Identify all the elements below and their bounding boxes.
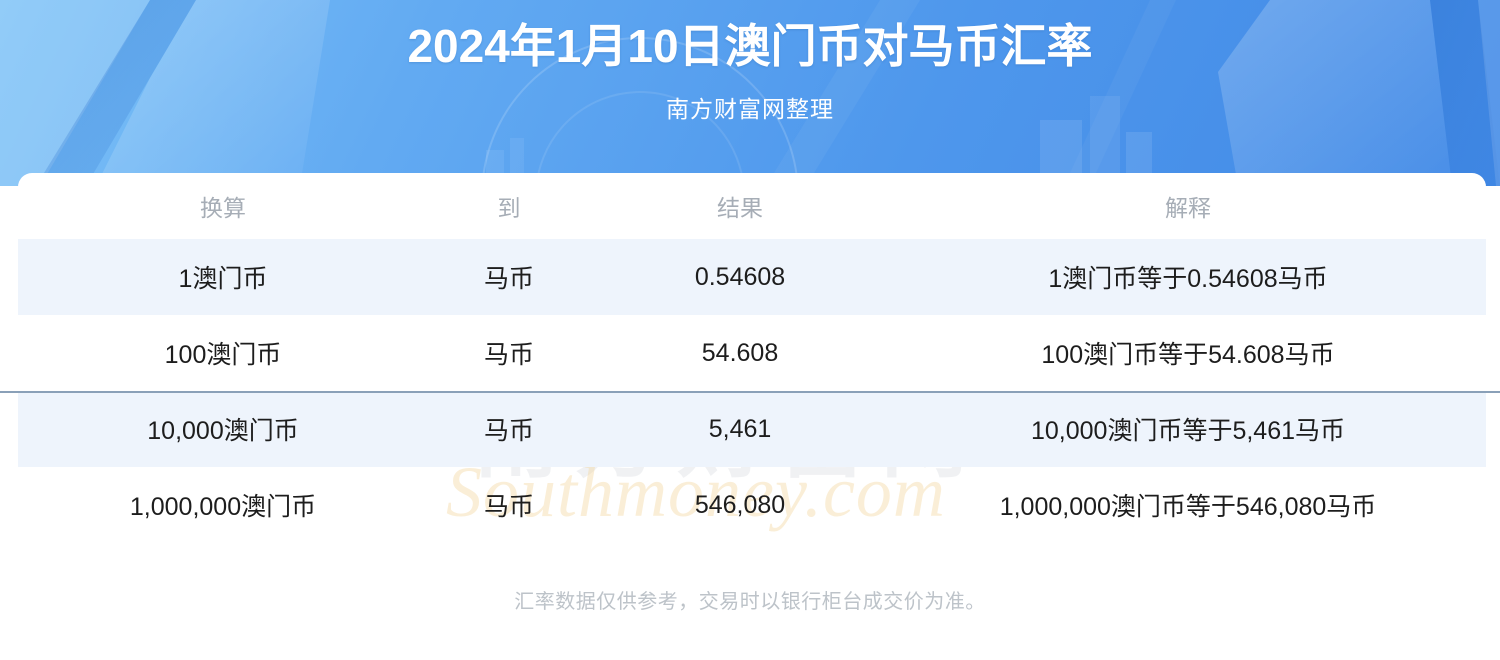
- column-header-convert: 换算: [200, 195, 246, 221]
- table-row: 10,000澳门币 马币 5,461 10,000澳门币等于5,461马币: [18, 391, 1486, 467]
- cell-explain: 10,000澳门币等于5,461马币: [1030, 417, 1346, 445]
- column-header-explain: 解释: [1165, 195, 1211, 221]
- cell-to: 马币: [483, 341, 534, 369]
- cell-explain: 1澳门币等于0.54608马币: [1048, 265, 1328, 293]
- table-header-row: 换算 到 结果 解释: [18, 173, 1486, 239]
- page-subtitle: 南方财富网整理: [666, 95, 834, 122]
- cell-convert: 1澳门币: [178, 265, 268, 293]
- cell-result: 54.608: [701, 338, 779, 367]
- cell-explain: 1,000,000澳门币等于546,080马币: [999, 493, 1377, 521]
- cell-to: 马币: [483, 265, 534, 293]
- column-header-to: 到: [497, 195, 521, 221]
- disclaimer-note: 汇率数据仅供参考，交易时以银行柜台成交价为准。: [514, 591, 986, 613]
- cell-result: 0.54608: [694, 262, 786, 291]
- hero-banner: 2024年1月10日澳门币对马币汇率 南方财富网整理: [0, 0, 1500, 186]
- cell-convert: 10,000澳门币: [147, 417, 299, 445]
- cell-result: 5,461: [708, 414, 772, 443]
- page-title: 2024年1月10日澳门币对马币汇率: [407, 20, 1093, 72]
- cell-convert: 1,000,000澳门币: [129, 493, 317, 521]
- cell-convert: 100澳门币: [164, 341, 282, 369]
- table-row: 1澳门币 马币 0.54608 1澳门币等于0.54608马币: [18, 239, 1486, 315]
- rate-table-card: 南方财富网 Southmoney.com 换算 到 结果 解释 1澳门币 马币 …: [18, 173, 1486, 565]
- hero-text-block: 2024年1月10日澳门币对马币汇率 南方财富网整理: [0, 0, 1500, 124]
- column-header-result: 结果: [717, 195, 763, 221]
- cell-result: 546,080: [694, 490, 786, 519]
- cell-explain: 100澳门币等于54.608马币: [1041, 341, 1335, 369]
- table-row: 1,000,000澳门币 马币 546,080 1,000,000澳门币等于54…: [18, 467, 1486, 543]
- table-bottom-rule: [0, 391, 1500, 393]
- cell-to: 马币: [483, 493, 534, 521]
- hero-decorative-shapes: [0, 0, 1500, 186]
- table-row: 100澳门币 马币 54.608 100澳门币等于54.608马币: [18, 315, 1486, 391]
- cell-to: 马币: [483, 417, 534, 445]
- rate-table: 换算 到 结果 解释 1澳门币 马币 0.54608 1澳门币等于0.54608…: [18, 173, 1486, 543]
